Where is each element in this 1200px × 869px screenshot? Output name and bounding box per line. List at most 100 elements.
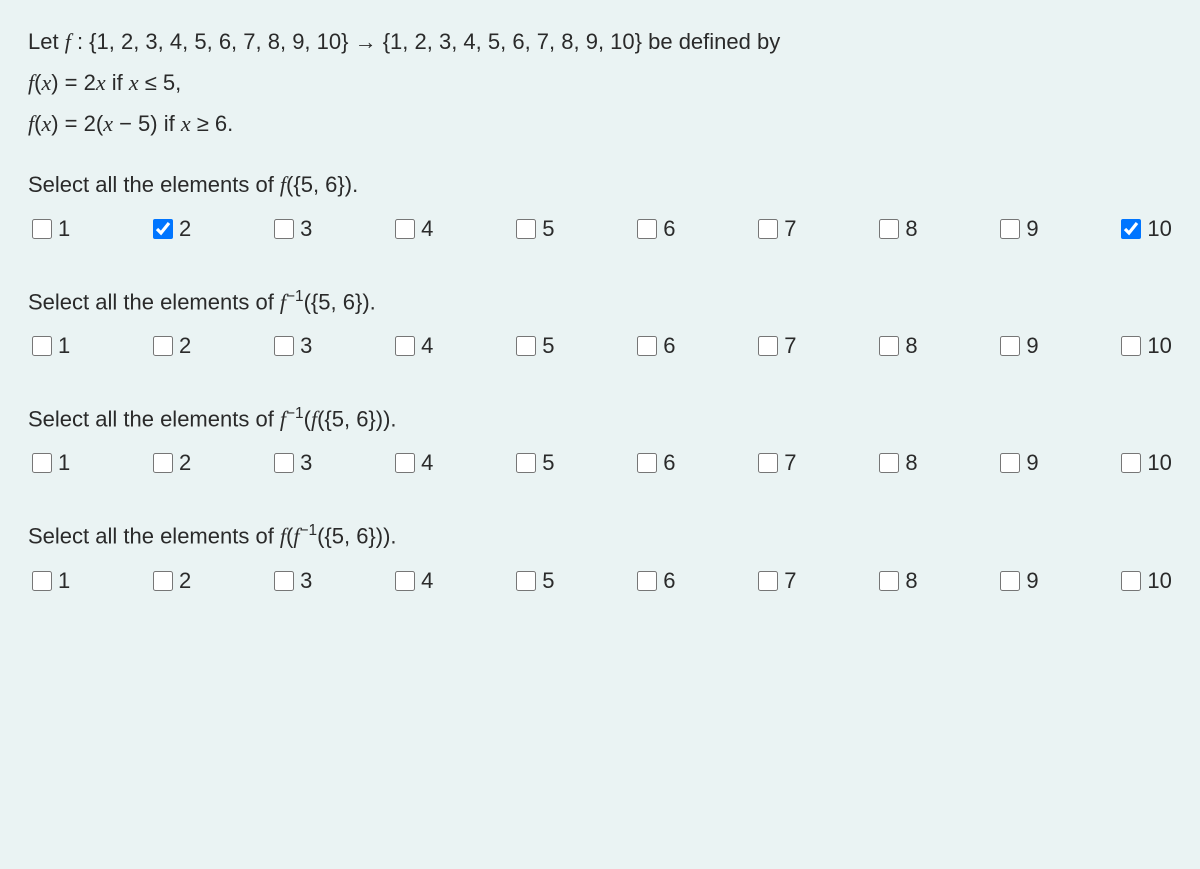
option-checkbox[interactable] [637,336,657,356]
checkbox-option[interactable]: 7 [754,216,796,242]
option-checkbox[interactable] [758,571,778,591]
option-checkbox[interactable] [395,219,415,239]
checkbox-option[interactable]: 10 [1117,216,1171,242]
checkbox-option[interactable]: 2 [149,216,191,242]
option-label: 2 [179,568,191,594]
option-checkbox[interactable] [879,336,899,356]
question-prompt: Select all the elements of f(f−1({5, 6})… [28,522,1172,549]
option-checkbox[interactable] [395,336,415,356]
checkbox-option[interactable]: 6 [633,450,675,476]
option-checkbox[interactable] [153,219,173,239]
option-checkbox[interactable] [879,219,899,239]
option-label: 1 [58,333,70,359]
checkbox-option[interactable]: 5 [512,216,554,242]
option-checkbox[interactable] [274,219,294,239]
checkbox-option[interactable]: 6 [633,216,675,242]
option-label: 4 [421,216,433,242]
option-label: 8 [905,333,917,359]
option-checkbox[interactable] [1121,336,1141,356]
option-checkbox[interactable] [516,453,536,473]
option-label: 6 [663,216,675,242]
checkbox-option[interactable]: 10 [1117,568,1171,594]
checkbox-option[interactable]: 8 [875,333,917,359]
checkbox-option[interactable]: 8 [875,450,917,476]
checkbox-option[interactable]: 9 [996,568,1038,594]
option-checkbox[interactable] [637,571,657,591]
question-prompt: Select all the elements of f({5, 6}). [28,172,1172,198]
definition-line-1: Let f : {1, 2, 3, 4, 5, 6, 7, 8, 9, 10} … [28,24,1172,59]
option-checkbox[interactable] [879,453,899,473]
question-prompt: Select all the elements of f−1(f({5, 6})… [28,405,1172,432]
checkbox-option[interactable]: 5 [512,568,554,594]
checkbox-option[interactable]: 7 [754,450,796,476]
checkbox-option[interactable]: 5 [512,450,554,476]
definition-line-3: f(x) = 2(x − 5) if x ≥ 6. [28,106,1172,141]
checkbox-option[interactable]: 8 [875,568,917,594]
option-label: 9 [1026,333,1038,359]
checkbox-row: 1 2 3 4 5 6 7 8 9 10 [28,333,1172,359]
checkbox-option[interactable]: 1 [28,216,70,242]
checkbox-option[interactable]: 3 [270,216,312,242]
option-checkbox[interactable] [637,453,657,473]
checkbox-option[interactable]: 7 [754,568,796,594]
option-checkbox[interactable] [758,453,778,473]
checkbox-option[interactable]: 2 [149,450,191,476]
option-label: 3 [300,333,312,359]
checkbox-option[interactable]: 10 [1117,333,1171,359]
option-checkbox[interactable] [879,571,899,591]
option-checkbox[interactable] [516,571,536,591]
option-checkbox[interactable] [1000,571,1020,591]
checkbox-option[interactable]: 3 [270,333,312,359]
checkbox-option[interactable]: 4 [391,216,433,242]
option-checkbox[interactable] [1000,453,1020,473]
checkbox-option[interactable]: 5 [512,333,554,359]
checkbox-option[interactable]: 1 [28,450,70,476]
option-checkbox[interactable] [32,453,52,473]
checkbox-row: 1 2 3 4 5 6 7 8 9 10 [28,450,1172,476]
option-checkbox[interactable] [1121,571,1141,591]
option-checkbox[interactable] [395,571,415,591]
option-checkbox[interactable] [516,336,536,356]
checkbox-option[interactable]: 9 [996,333,1038,359]
checkbox-option[interactable]: 7 [754,333,796,359]
checkbox-option[interactable]: 2 [149,568,191,594]
option-label: 8 [905,568,917,594]
checkbox-option[interactable]: 1 [28,333,70,359]
checkbox-option[interactable]: 4 [391,333,433,359]
option-checkbox[interactable] [274,453,294,473]
option-checkbox[interactable] [32,571,52,591]
option-checkbox[interactable] [153,571,173,591]
checkbox-option[interactable]: 2 [149,333,191,359]
option-checkbox[interactable] [758,336,778,356]
option-checkbox[interactable] [274,336,294,356]
option-checkbox[interactable] [274,571,294,591]
checkbox-option[interactable]: 4 [391,568,433,594]
checkbox-option[interactable]: 4 [391,450,433,476]
option-checkbox[interactable] [758,219,778,239]
option-checkbox[interactable] [32,336,52,356]
option-checkbox[interactable] [32,219,52,239]
checkbox-option[interactable]: 3 [270,568,312,594]
option-checkbox[interactable] [395,453,415,473]
checkbox-option[interactable]: 9 [996,450,1038,476]
option-checkbox[interactable] [516,219,536,239]
question-container: Let f : {1, 2, 3, 4, 5, 6, 7, 8, 9, 10} … [0,0,1200,662]
option-checkbox[interactable] [1121,219,1141,239]
checkbox-option[interactable]: 6 [633,333,675,359]
option-checkbox[interactable] [637,219,657,239]
option-checkbox[interactable] [153,336,173,356]
option-checkbox[interactable] [1000,219,1020,239]
option-checkbox[interactable] [1000,336,1020,356]
checkbox-option[interactable]: 9 [996,216,1038,242]
checkbox-option[interactable]: 1 [28,568,70,594]
checkbox-option[interactable]: 8 [875,216,917,242]
checkbox-option[interactable]: 10 [1117,450,1171,476]
option-checkbox[interactable] [153,453,173,473]
option-label: 1 [58,568,70,594]
checkbox-option[interactable]: 3 [270,450,312,476]
option-label: 9 [1026,568,1038,594]
option-label: 2 [179,450,191,476]
option-label: 5 [542,333,554,359]
option-checkbox[interactable] [1121,453,1141,473]
checkbox-option[interactable]: 6 [633,568,675,594]
